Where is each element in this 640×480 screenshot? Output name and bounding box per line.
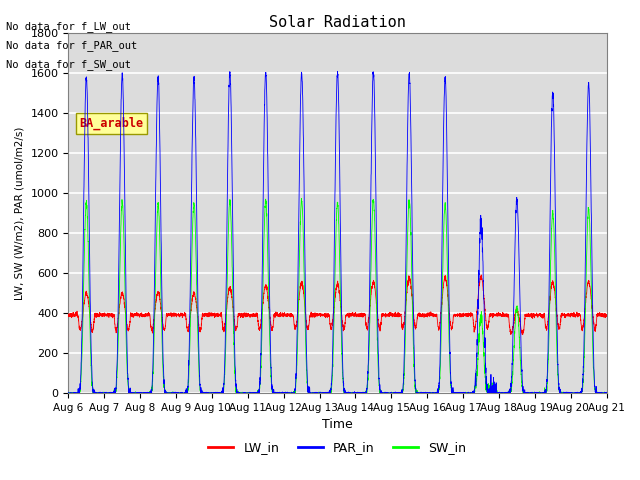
- Text: No data for f_PAR_out: No data for f_PAR_out: [6, 40, 138, 51]
- Text: No data for f_SW_out: No data for f_SW_out: [6, 59, 131, 70]
- Title: Solar Radiation: Solar Radiation: [269, 15, 406, 30]
- Text: No data for f_LW_out: No data for f_LW_out: [6, 21, 131, 32]
- Legend: LW_in, PAR_in, SW_in: LW_in, PAR_in, SW_in: [204, 436, 472, 459]
- X-axis label: Time: Time: [322, 419, 353, 432]
- Y-axis label: LW, SW (W/m2), PAR (umol/m2/s): LW, SW (W/m2), PAR (umol/m2/s): [15, 126, 25, 300]
- Text: BA_arable: BA_arable: [79, 117, 143, 130]
